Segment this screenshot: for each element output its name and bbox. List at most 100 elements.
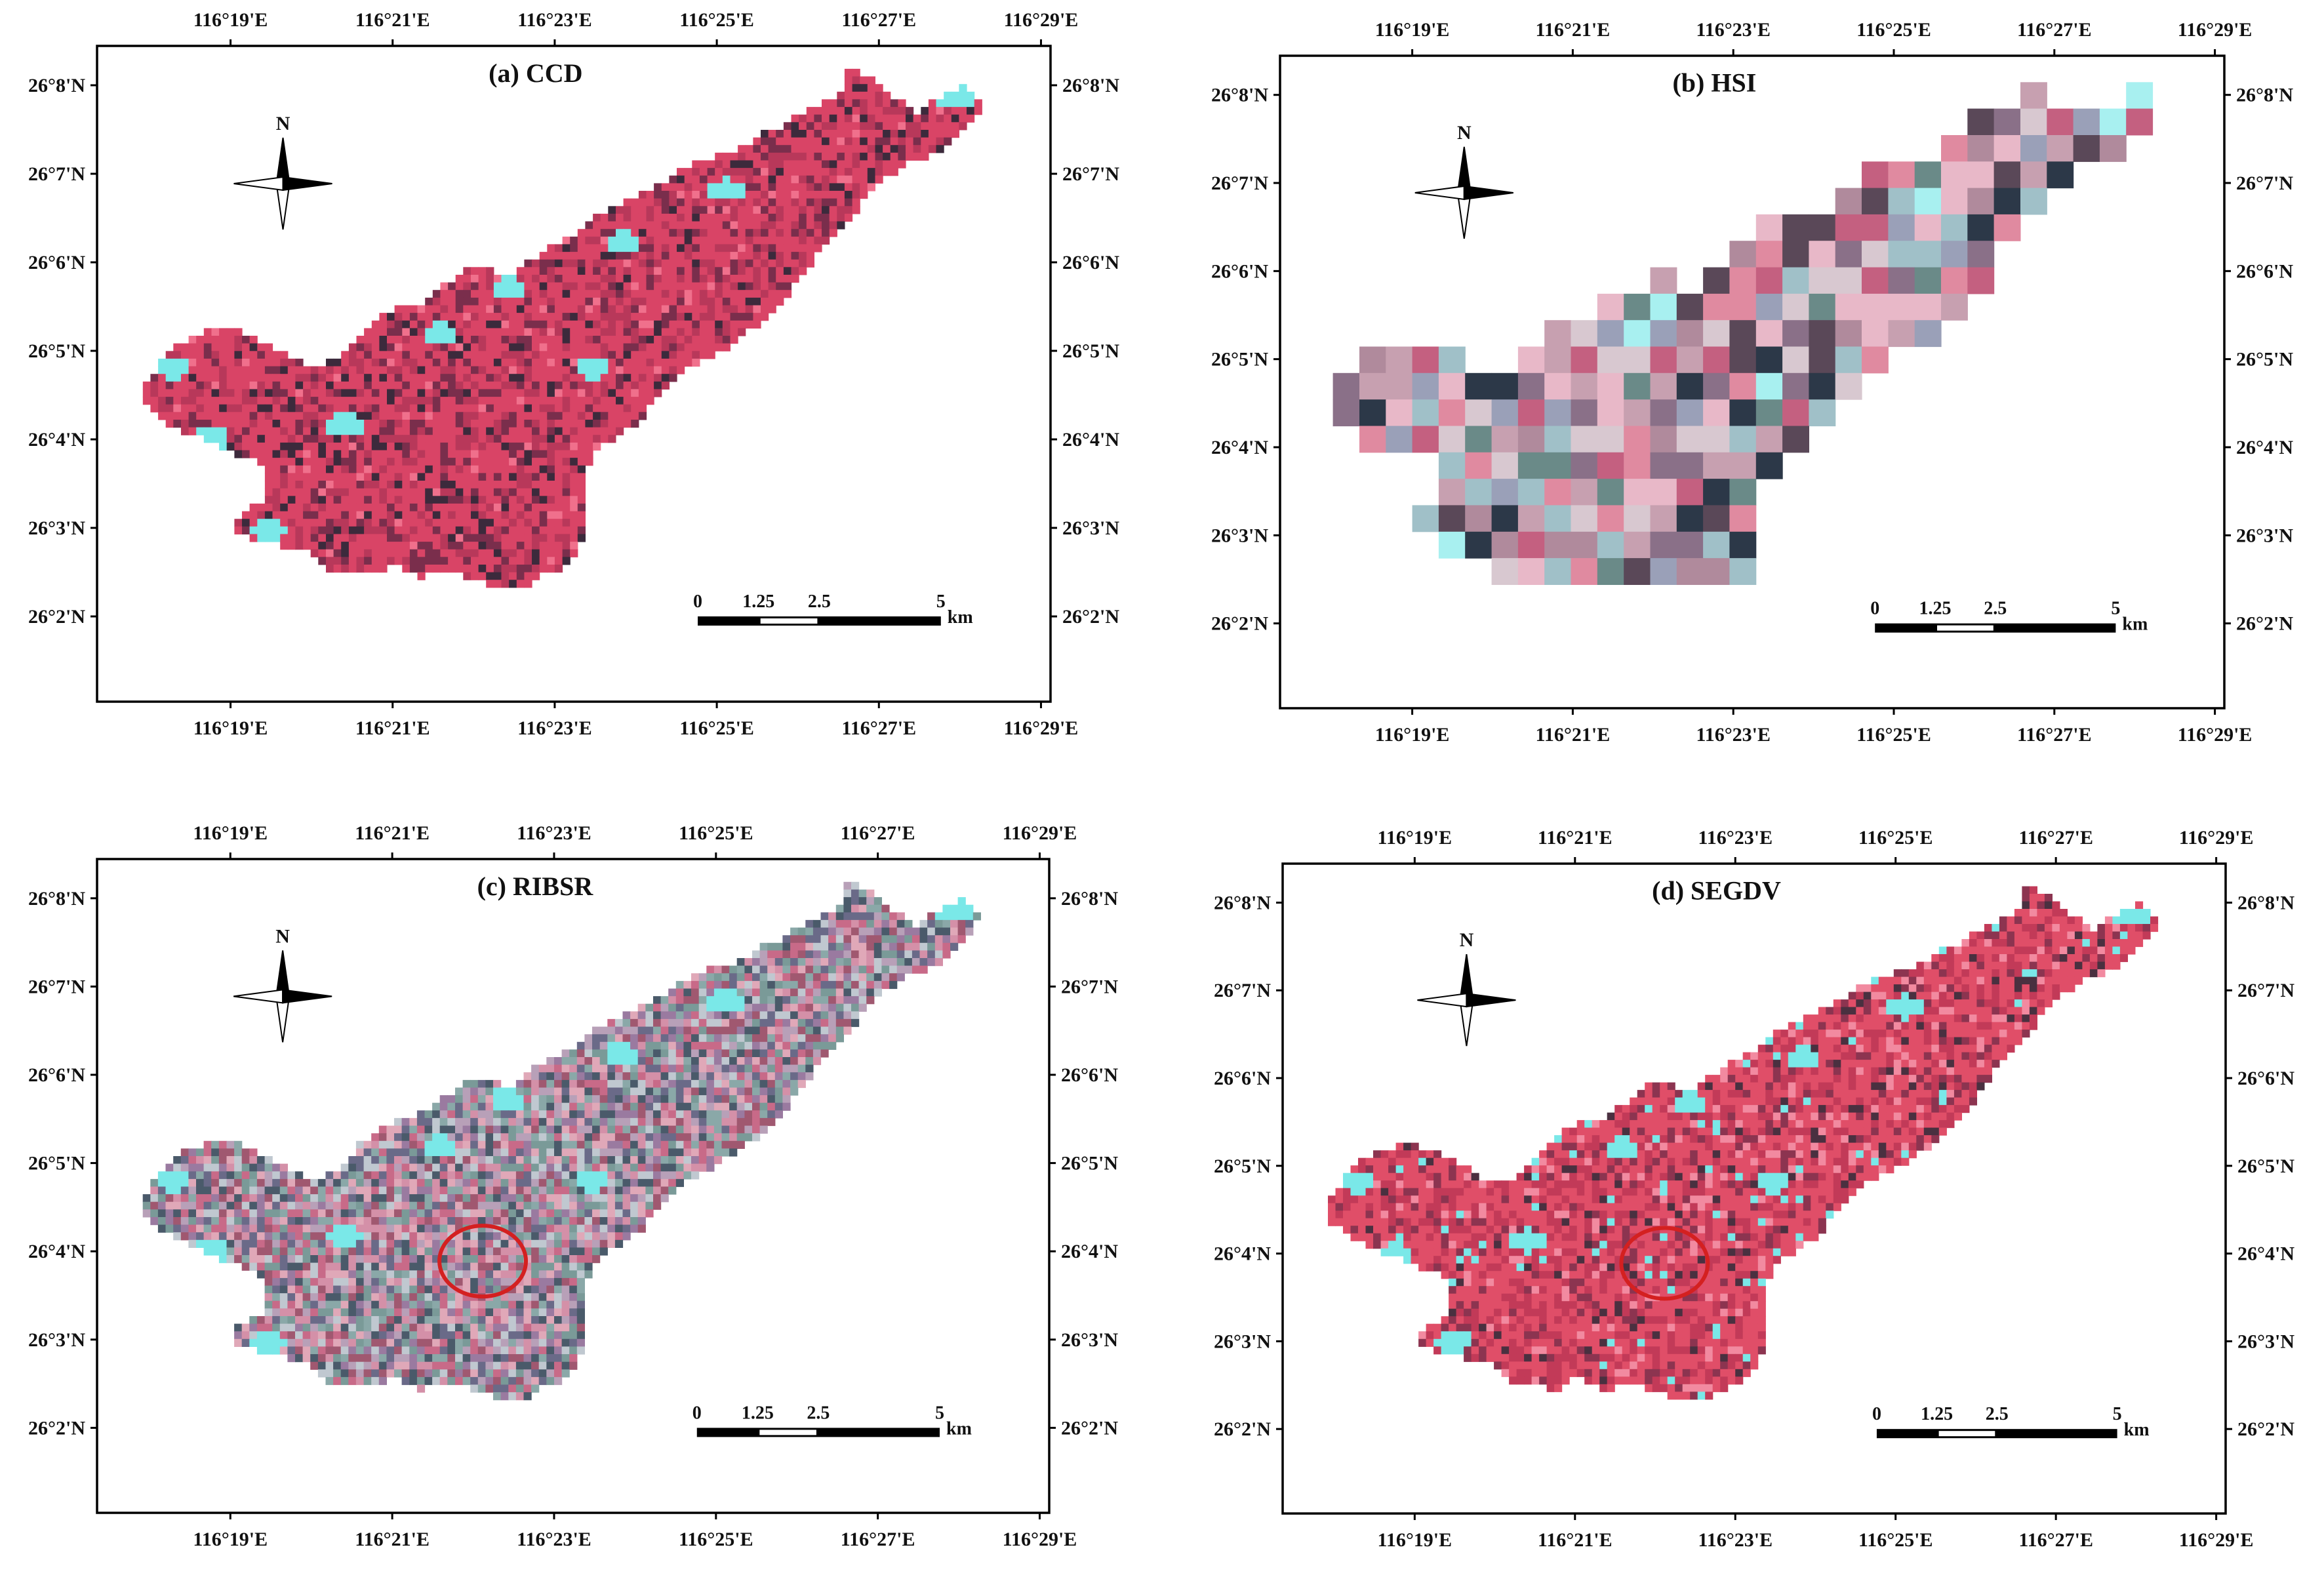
latitude-label: 26°8'N [2237,892,2294,913]
north-arrow-icon [233,137,332,230]
map-svg: (c) RIBSR 116°19'E 116°19'E 116°21'E 116°21'… [28,822,1118,1550]
longitude-label: 116°29'E [1004,9,1079,31]
longitude-label: 116°21'E [1538,827,1613,849]
north-label: N [1460,929,1474,951]
latitude-label: 26°6'N [1062,252,1119,273]
latitude-label: 26°8'N [2236,85,2293,106]
scale-bar-label: 0 [1870,599,1879,619]
latitude-label: 26°3'N [28,517,85,539]
map-panel-c: (c) RIBSR 116°19'E 116°19'E 116°21'E 116°21'… [0,792,1162,1583]
scale-bar-unit: km [2122,614,2148,635]
scale-bar-label: 1.25 [1919,599,1952,619]
scale-bar-label: 2.5 [1986,1404,2009,1424]
longitude-label: 116°23'E [1698,1529,1773,1551]
scale-bar: 0 1.25 2.5 5km [693,591,973,628]
map-title: (a) CCD [489,58,582,88]
longitude-label: 116°29'E [2178,19,2253,41]
scale-bar: 0 1.25 2.5 5km [1872,1404,2150,1440]
scale-bar-label: 0 [692,1403,702,1423]
longitude-label: 116°27'E [2017,19,2092,41]
longitude-label: 116°25'E [1858,827,1933,849]
scale-bar-label: 0 [1872,1404,1881,1424]
map-frame [1279,54,2226,710]
longitude-label: 116°29'E [1003,1529,1077,1550]
longitude-label: 116°19'E [193,9,268,31]
latitude-label: 26°3'N [1062,517,1119,539]
longitude-label: 116°27'E [841,717,916,739]
map-title: (b) HSI [1672,68,1756,98]
latitude-label: 26°4'N [2236,437,2293,458]
latitude-label: 26°8'N [28,888,85,910]
latitude-label: 26°8'N [1211,85,1268,106]
scale-bar-label: 1.25 [742,591,774,612]
scale-bar-label: 1.25 [742,1403,774,1423]
latitude-label: 26°6'N [2237,1068,2294,1089]
north-arrow-icon [1414,146,1513,239]
longitude-label: 116°21'E [1536,724,1611,746]
longitude-label: 116°25'E [679,9,754,31]
longitude-label: 116°25'E [679,1529,753,1550]
latitude-label: 26°5'N [1211,349,1268,371]
scale-bar-unit: km [946,1418,972,1439]
longitude-label: 116°29'E [2179,827,2254,849]
latitude-label: 26°2'N [2236,613,2293,635]
map-panel-a: (a) CCD 116°19'E 116°19'E 116°21'E 116°21'E 1… [0,0,1162,792]
scale-bar-label: 5 [936,591,946,612]
latitude-label: 26°4'N [1211,437,1268,458]
longitude-label: 116°27'E [2018,827,2093,849]
longitude-label: 116°19'E [193,1529,268,1550]
scale-bar-label: 1.25 [1921,1404,1953,1424]
latitude-label: 26°2'N [1061,1417,1118,1439]
latitude-label: 26°7'N [1211,172,1268,194]
latitude-label: 26°8'N [1214,892,1271,913]
latitude-label: 26°2'N [28,1417,85,1439]
satellite-image [1332,82,2154,585]
satellite-image [1328,886,2159,1400]
satellite-image [142,68,982,588]
latitude-label: 26°4'N [28,429,85,451]
longitude-label: 116°29'E [2179,1529,2254,1551]
latitude-label: 26°4'N [1061,1241,1118,1262]
longitude-label: 116°27'E [841,9,916,31]
scale-bar-label: 2.5 [1984,599,2007,619]
longitude-label: 116°23'E [517,822,591,844]
latitude-label: 26°6'N [1214,1068,1271,1089]
scale-bar-label: 5 [2111,599,2120,619]
longitude-label: 116°25'E [1858,1529,1933,1551]
longitude-label: 116°23'E [1696,724,1771,746]
north-label: N [276,113,290,134]
latitude-label: 26°5'N [2236,349,2293,371]
scale-bar-label: 0 [693,591,702,612]
north-arrow-icon [1417,953,1516,1047]
map-frame [96,45,1052,703]
longitude-label: 116°27'E [2018,1529,2093,1551]
longitude-label: 116°23'E [517,717,592,739]
latitude-label: 26°2'N [1214,1418,1271,1440]
latitude-label: 26°4'N [28,1241,85,1262]
latitude-label: 26°3'N [2236,525,2293,546]
map-title: (c) RIBSR [477,872,594,901]
longitude-label: 116°23'E [1696,19,1771,41]
north-arrow-icon [233,950,332,1043]
map-panel-d: (d) SEGDV 116°19'E 116°19'E 116°21'E 116°21'… [1162,792,2324,1583]
longitude-label: 116°29'E [1004,717,1079,739]
longitude-label: 116°19'E [1375,724,1450,746]
satellite-image [142,881,981,1401]
latitude-label: 26°7'N [2237,980,2294,1001]
longitude-label: 116°19'E [1377,827,1452,849]
latitude-label: 26°5'N [2237,1155,2294,1177]
latitude-label: 26°6'N [28,252,85,273]
latitude-label: 26°3'N [28,1329,85,1351]
latitude-label: 26°8'N [1061,888,1118,910]
latitude-label: 26°4'N [1062,429,1119,451]
longitude-label: 116°25'E [1856,19,1931,41]
longitude-label: 116°19'E [1375,19,1450,41]
highlight-circle [1619,1226,1710,1301]
scale-bar: 0 1.25 2.5 5km [1870,599,2148,635]
latitude-label: 26°6'N [2236,260,2293,282]
longitude-label: 116°21'E [1536,19,1611,41]
latitude-label: 26°7'N [1061,976,1118,997]
latitude-label: 26°7'N [28,163,85,185]
longitude-label: 116°27'E [2017,724,2092,746]
longitude-label: 116°23'E [517,1529,591,1550]
